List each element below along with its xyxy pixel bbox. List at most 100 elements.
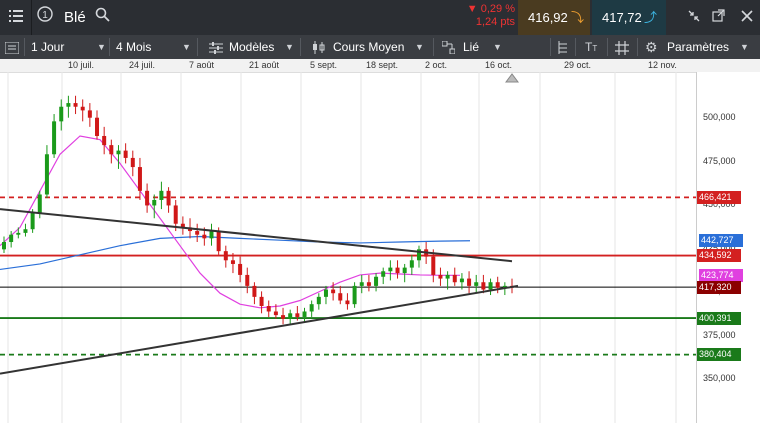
- grid-icon[interactable]: [615, 35, 629, 59]
- close-icon[interactable]: [736, 0, 758, 35]
- popout-icon[interactable]: [707, 0, 729, 35]
- candle-body: [409, 260, 414, 268]
- chevron-down-icon: ▼: [415, 42, 424, 52]
- divider: [197, 38, 198, 56]
- moving-average-short: [0, 135, 460, 309]
- chevron-down-icon: ▼: [97, 42, 106, 52]
- candle-body: [52, 121, 57, 155]
- candle-body: [488, 282, 493, 290]
- candle-body: [209, 231, 214, 239]
- candle-body: [352, 285, 357, 305]
- chevron-down-icon: ▼: [285, 42, 294, 52]
- change-percent: ▼ 0,29 %: [466, 3, 515, 15]
- divider: [24, 38, 25, 56]
- shrink-icon[interactable]: [683, 0, 705, 35]
- candle-body: [281, 315, 286, 319]
- price-tick: 475,000: [703, 156, 736, 166]
- divider: [433, 38, 434, 56]
- draw-tool-icon[interactable]: [557, 35, 569, 59]
- candle-body: [445, 274, 450, 279]
- bid-price-button[interactable]: 416,92 ⤵: [518, 0, 590, 35]
- candle-body: [145, 190, 150, 206]
- candle-body: [16, 232, 21, 235]
- candle-body: [288, 313, 293, 319]
- candle-body: [323, 289, 328, 297]
- candle-body: [159, 190, 164, 200]
- date-label: 5 sept.: [310, 60, 338, 70]
- price-tick: 350,000: [703, 373, 736, 383]
- candle-body: [66, 103, 71, 107]
- price-type-select[interactable]: Cours Moyen: [333, 40, 405, 54]
- divider: [607, 38, 608, 56]
- date-label: 2 oct.: [425, 60, 448, 70]
- divider: [31, 0, 32, 35]
- ask-price-button[interactable]: 417,72 ⤴: [592, 0, 666, 35]
- period-select[interactable]: 1 Jour: [31, 40, 65, 54]
- candle-body: [374, 276, 379, 286]
- range-select[interactable]: 4 Mois: [116, 40, 152, 54]
- price-level-label: 400,391: [697, 311, 741, 325]
- candle-body: [259, 296, 264, 306]
- models-select[interactable]: Modèles: [229, 40, 275, 54]
- date-axis: 10 juil. 24 juil. 7 août 21 août 5 sept.…: [0, 59, 760, 83]
- search-icon[interactable]: [92, 0, 112, 35]
- candle-body: [9, 234, 14, 243]
- candle-body: [166, 190, 171, 206]
- price-level-label: 423,774: [699, 268, 743, 282]
- date-label: 24 juil.: [129, 60, 156, 70]
- chevron-down-icon: ▼: [182, 42, 191, 52]
- models-icon: [209, 35, 223, 59]
- candle-body: [402, 267, 407, 274]
- info-icon[interactable]: 1: [34, 0, 56, 35]
- settings-select[interactable]: Paramètres: [667, 40, 730, 54]
- link-icon: [441, 35, 456, 59]
- candle-body: [266, 306, 271, 312]
- candle-body: [130, 157, 135, 168]
- price-change: ▼ 0,29 % 1,24 pts: [455, 3, 515, 29]
- candle-body: [245, 274, 250, 286]
- ask-price: 417,72: [602, 10, 642, 25]
- divider: [550, 38, 551, 56]
- candle-body: [309, 304, 314, 312]
- moving-average-long: [0, 235, 471, 271]
- candle-body: [295, 313, 300, 317]
- gear-icon[interactable]: ⚙: [645, 39, 658, 55]
- top-bar: 1 Blé ▼ 0,29 % 1,24 pts 416,92 ⤵ 417,72 …: [0, 0, 760, 35]
- candle-body: [59, 106, 64, 122]
- candle-body: [316, 296, 321, 305]
- date-label: 12 nov.: [648, 60, 677, 70]
- candle-body: [273, 311, 278, 316]
- chevron-down-icon: ▼: [493, 42, 502, 52]
- list-icon[interactable]: [4, 35, 20, 59]
- scroll-marker-icon[interactable]: [505, 71, 519, 83]
- chart-toolbar: 1 Jour ▼ 4 Mois ▼ Modèles ▼ Cours Moyen …: [0, 35, 760, 59]
- candle-body: [238, 263, 243, 275]
- candle-body: [37, 194, 42, 213]
- candle-body: [438, 274, 443, 279]
- candle-body: [474, 282, 479, 286]
- candle-body: [109, 145, 114, 155]
- candle-body: [173, 205, 178, 224]
- chevron-down-icon: ▼: [740, 42, 749, 52]
- candle-body: [395, 267, 400, 274]
- candle-body: [467, 278, 472, 286]
- text-tool-icon[interactable]: TT: [585, 40, 598, 54]
- menu-icon[interactable]: [4, 0, 28, 35]
- candle-body: [302, 311, 307, 317]
- candle-body: [180, 223, 185, 228]
- price-tick: 450,000: [703, 199, 736, 209]
- link-select[interactable]: Lié: [463, 40, 480, 54]
- candle-body: [73, 103, 78, 107]
- bid-price: 416,92: [528, 10, 568, 25]
- price-chart[interactable]: [0, 72, 696, 423]
- divider: [637, 38, 638, 56]
- date-label: 29 oct.: [564, 60, 592, 70]
- candle-body: [44, 154, 49, 195]
- candle-body: [30, 212, 35, 230]
- candle-body: [80, 106, 85, 111]
- candle-body: [230, 260, 235, 264]
- candle-body: [152, 199, 157, 206]
- candle-body: [123, 150, 128, 158]
- candle-body: [2, 242, 6, 250]
- price-level-label: 434,592: [697, 249, 741, 263]
